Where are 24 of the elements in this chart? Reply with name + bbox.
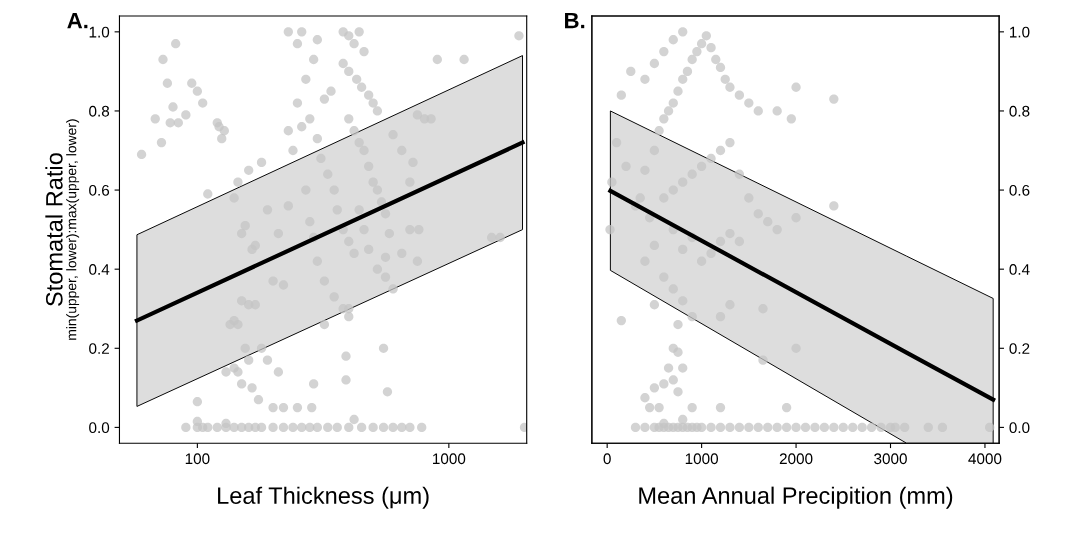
x-tick-label: 1000	[433, 453, 466, 465]
y-tick-label: 1.0	[89, 26, 110, 38]
y2-tick-label: 0.6	[1009, 184, 1030, 196]
y-tick-label: 0.0	[89, 422, 110, 434]
y-tick-label: 0.8	[89, 105, 110, 117]
y2-tick-label: 1.0	[1010, 26, 1030, 38]
y2-tick-label: 0.4	[1009, 264, 1030, 275]
x-tick-label: 100	[185, 453, 210, 465]
y2-tick-label: 0.8	[1009, 105, 1030, 117]
x-tick-label: 2000	[779, 453, 813, 465]
chart-title: A.	[67, 12, 88, 29]
y-tick-label: 0.4	[89, 264, 110, 275]
x-axis-title: Leaf Thickness (μm)	[218, 486, 429, 509]
chart-title: B.	[565, 12, 585, 29]
y2-tick-label: 0.2	[1009, 343, 1030, 354]
y2-tick-label: 0.0	[1009, 422, 1030, 434]
x-tick-label: 3000	[874, 453, 907, 465]
x-axis-title: Mean Annual Precipition (mm)	[639, 486, 953, 509]
y-axis-title: Stomatal Ratio min(upper, lower):max(upper, lower)	[45, 119, 80, 340]
x-tick-label: 4000	[968, 453, 1002, 465]
x-tick-label: 1000	[685, 453, 719, 465]
y-tick-label: 0.2	[89, 343, 109, 354]
x-tick-label: 0	[603, 453, 611, 465]
y-tick-label: 0.6	[89, 184, 110, 196]
